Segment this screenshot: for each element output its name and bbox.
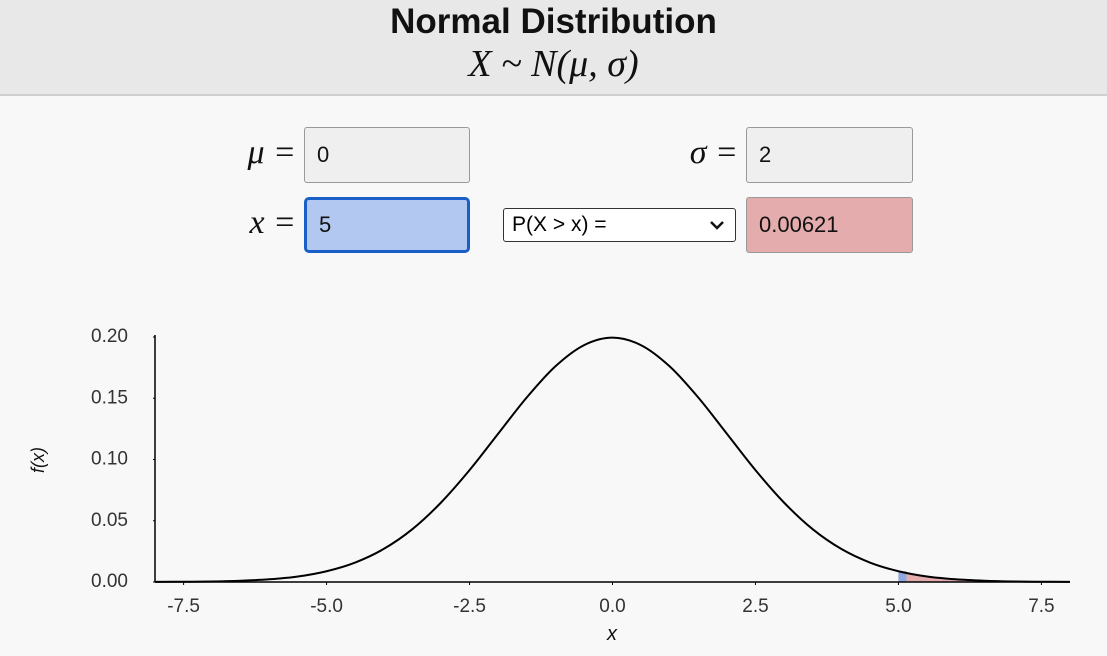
chevron bbox=[710, 221, 724, 230]
threshold-edge bbox=[898, 571, 907, 582]
x-tick-label: -7.5 bbox=[167, 596, 200, 617]
sigma-input[interactable]: 2 bbox=[746, 127, 913, 183]
y-tick-label: 0.05 bbox=[91, 510, 128, 531]
x-axis-label: x bbox=[606, 623, 618, 645]
probability-select[interactable]: P(X > x) = bbox=[503, 208, 736, 242]
select-text: P(X > x) = bbox=[512, 213, 607, 236]
y-axis-label: f(x) bbox=[28, 447, 48, 473]
y-tick-label: 0.00 bbox=[91, 571, 128, 592]
header: Normal Distribution X ~ N(μ, σ) bbox=[0, 0, 1107, 96]
density-curve bbox=[154, 336, 1071, 583]
x-tick-label: -2.5 bbox=[453, 596, 486, 617]
sigma-label: σ = bbox=[689, 134, 738, 171]
x-tick-label: 5.0 bbox=[885, 596, 911, 617]
formula: X ~ N(μ, σ) bbox=[468, 43, 639, 85]
y-tick-label: 0.10 bbox=[91, 449, 128, 470]
x-tick-label: 0.0 bbox=[599, 596, 625, 617]
x-label: x = bbox=[249, 204, 296, 241]
tail-area bbox=[898, 571, 1070, 582]
mu-label: μ = bbox=[247, 134, 296, 171]
x-tick-label: 7.5 bbox=[1028, 596, 1054, 617]
result-output: 0.00621 bbox=[746, 197, 913, 253]
x-input[interactable]: 5 bbox=[304, 197, 470, 253]
x-tick-label: -5.0 bbox=[310, 596, 343, 617]
y-tick-label: 0.15 bbox=[91, 387, 128, 408]
title: Normal Distribution bbox=[390, 2, 717, 41]
mu-input[interactable]: 0 bbox=[304, 127, 470, 183]
y-tick-label: 0.20 bbox=[91, 326, 128, 347]
x-tick-label: 2.5 bbox=[742, 596, 768, 617]
